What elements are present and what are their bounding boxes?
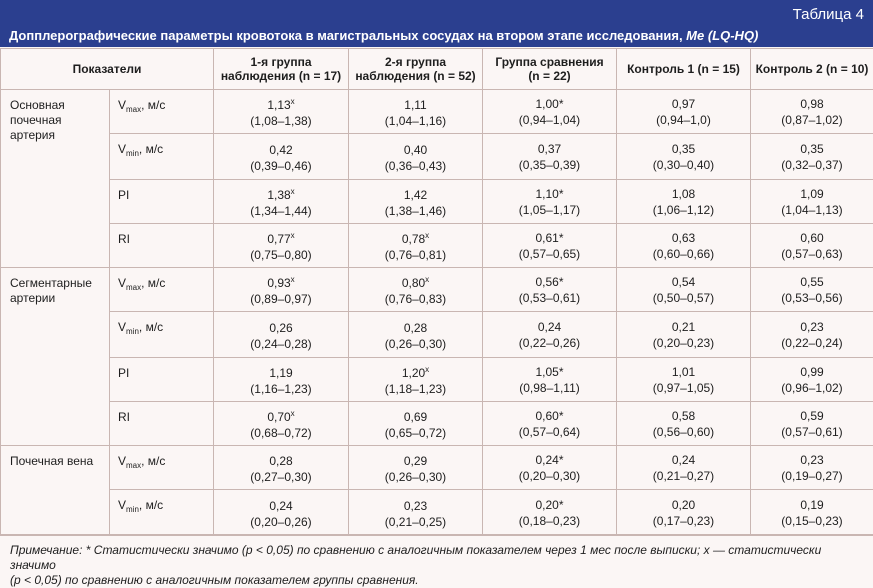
col-header-control1: Контроль 1 (n = 15) xyxy=(617,49,751,90)
cell-group2: 1,42(1,38–1,46) xyxy=(349,180,483,224)
cell-control2: 0,98(0,87–1,02) xyxy=(751,90,873,134)
cell-group1: 0,70x(0,68–0,72) xyxy=(214,402,349,446)
cell-control2: 0,19(0,15–0,23) xyxy=(751,490,873,536)
cell-control2: 0,60(0,57–0,63) xyxy=(751,224,873,268)
table-header-band: Таблица 4 Допплерографические параметры … xyxy=(0,0,873,47)
param-vmax: Vmax, м/с xyxy=(110,90,214,134)
group-renal-artery: Основная почечная артерия xyxy=(1,90,110,268)
cell-control2: 0,55(0,53–0,56) xyxy=(751,268,873,312)
param-vmax: Vmax, м/с xyxy=(110,268,214,312)
cell-control2: 0,35(0,32–0,37) xyxy=(751,134,873,180)
cell-group1: 1,38x(1,34–1,44) xyxy=(214,180,349,224)
cell-control1: 0,63(0,60–0,66) xyxy=(617,224,751,268)
cell-control2: 1,09(1,04–1,13) xyxy=(751,180,873,224)
cell-control1: 0,24(0,21–0,27) xyxy=(617,446,751,490)
cell-group2: 0,23(0,21–0,25) xyxy=(349,490,483,536)
table-row: Vmin, м/с 0,24(0,20–0,26) 0,23(0,21–0,25… xyxy=(1,490,873,536)
footnote-line-1: Примечание: * Статистически значимо (p <… xyxy=(10,543,863,573)
cell-control1: 0,35(0,30–0,40) xyxy=(617,134,751,180)
cell-comparison: 0,56*(0,53–0,61) xyxy=(483,268,617,312)
param-vmax: Vmax, м/с xyxy=(110,446,214,490)
cell-group1: 0,24(0,20–0,26) xyxy=(214,490,349,536)
cell-control1: 0,58(0,56–0,60) xyxy=(617,402,751,446)
cell-comparison: 0,60*(0,57–0,64) xyxy=(483,402,617,446)
cell-group1: 1,19(1,16–1,23) xyxy=(214,358,349,402)
table-row: RI 0,77x(0,75–0,80) 0,78x(0,76–0,81) 0,6… xyxy=(1,224,873,268)
table-footnote: Примечание: * Статистически значимо (p <… xyxy=(0,534,873,579)
cell-control2: 0,59(0,57–0,61) xyxy=(751,402,873,446)
cell-comparison: 0,20*(0,18–0,23) xyxy=(483,490,617,536)
col-header-control2: Контроль 2 (n = 10) xyxy=(751,49,873,90)
cell-group1: 0,93x(0,89–0,97) xyxy=(214,268,349,312)
cell-comparison: 1,05*(0,98–1,11) xyxy=(483,358,617,402)
group-segmental-arteries: Сегментарные артерии xyxy=(1,268,110,446)
param-vmin: Vmin, м/с xyxy=(110,490,214,536)
cell-group1: 0,77x(0,75–0,80) xyxy=(214,224,349,268)
cell-control1: 1,01(0,97–1,05) xyxy=(617,358,751,402)
footnote-line-2: (p < 0,05) по сравнению с аналогичным по… xyxy=(10,573,863,588)
cell-control1: 0,20(0,17–0,23) xyxy=(617,490,751,536)
cell-group2: 0,69(0,65–0,72) xyxy=(349,402,483,446)
cell-comparison: 0,37(0,35–0,39) xyxy=(483,134,617,180)
cell-control2: 0,23(0,19–0,27) xyxy=(751,446,873,490)
param-ri: RI xyxy=(110,224,214,268)
cell-comparison: 0,24*(0,20–0,30) xyxy=(483,446,617,490)
col-header-comparison: Группа сравнения(n = 22) xyxy=(483,49,617,90)
table-row: Vmin, м/с 0,26(0,24–0,28) 0,28(0,26–0,30… xyxy=(1,312,873,358)
cell-control2: 0,23(0,22–0,24) xyxy=(751,312,873,358)
cell-comparison: 0,24(0,22–0,26) xyxy=(483,312,617,358)
cell-group1: 0,28(0,27–0,30) xyxy=(214,446,349,490)
cell-group2: 0,29(0,26–0,30) xyxy=(349,446,483,490)
param-ri: RI xyxy=(110,402,214,446)
cell-comparison: 1,00*(0,94–1,04) xyxy=(483,90,617,134)
table-row: Сегментарные артерии Vmax, м/с 0,93x(0,8… xyxy=(1,268,873,312)
table-caption: Допплерографические параметры кровотока … xyxy=(9,28,758,43)
cell-control1: 0,54(0,50–0,57) xyxy=(617,268,751,312)
cell-group1: 0,42(0,39–0,46) xyxy=(214,134,349,180)
col-header-indicators: Показатели xyxy=(1,49,214,90)
cell-group1: 0,26(0,24–0,28) xyxy=(214,312,349,358)
group-renal-vein: Почечная вена xyxy=(1,446,110,536)
cell-group2: 0,40(0,36–0,43) xyxy=(349,134,483,180)
param-vmin: Vmin, м/с xyxy=(110,312,214,358)
cell-group2: 1,11(1,04–1,16) xyxy=(349,90,483,134)
cell-group1: 1,13x(1,08–1,38) xyxy=(214,90,349,134)
caption-text: Допплерографические параметры кровотока … xyxy=(9,28,686,43)
param-vmin: Vmin, м/с xyxy=(110,134,214,180)
cell-group2: 1,20x(1,18–1,23) xyxy=(349,358,483,402)
cell-control1: 0,97(0,94–1,0) xyxy=(617,90,751,134)
param-pi: PI xyxy=(110,180,214,224)
cell-group2: 0,28(0,26–0,30) xyxy=(349,312,483,358)
table-row: Vmin, м/с 0,42(0,39–0,46) 0,40(0,36–0,43… xyxy=(1,134,873,180)
table-row: RI 0,70x(0,68–0,72) 0,69(0,65–0,72) 0,60… xyxy=(1,402,873,446)
cell-comparison: 1,10*(1,05–1,17) xyxy=(483,180,617,224)
table-number: Таблица 4 xyxy=(793,6,864,23)
cell-control1: 1,08(1,06–1,12) xyxy=(617,180,751,224)
cell-group2: 0,78x(0,76–0,81) xyxy=(349,224,483,268)
cell-control1: 0,21(0,20–0,23) xyxy=(617,312,751,358)
table-row: Почечная вена Vmax, м/с 0,28(0,27–0,30) … xyxy=(1,446,873,490)
cell-control2: 0,99(0,96–1,02) xyxy=(751,358,873,402)
table-row: PI 1,19(1,16–1,23) 1,20x(1,18–1,23) 1,05… xyxy=(1,358,873,402)
table-row: PI 1,38x(1,34–1,44) 1,42(1,38–1,46) 1,10… xyxy=(1,180,873,224)
table-row: Основная почечная артерия Vmax, м/с 1,13… xyxy=(1,90,873,134)
cell-group2: 0,80x(0,76–0,83) xyxy=(349,268,483,312)
caption-statistic: Me (LQ-HQ) xyxy=(686,28,758,43)
param-pi: PI xyxy=(110,358,214,402)
cell-comparison: 0,61*(0,57–0,65) xyxy=(483,224,617,268)
